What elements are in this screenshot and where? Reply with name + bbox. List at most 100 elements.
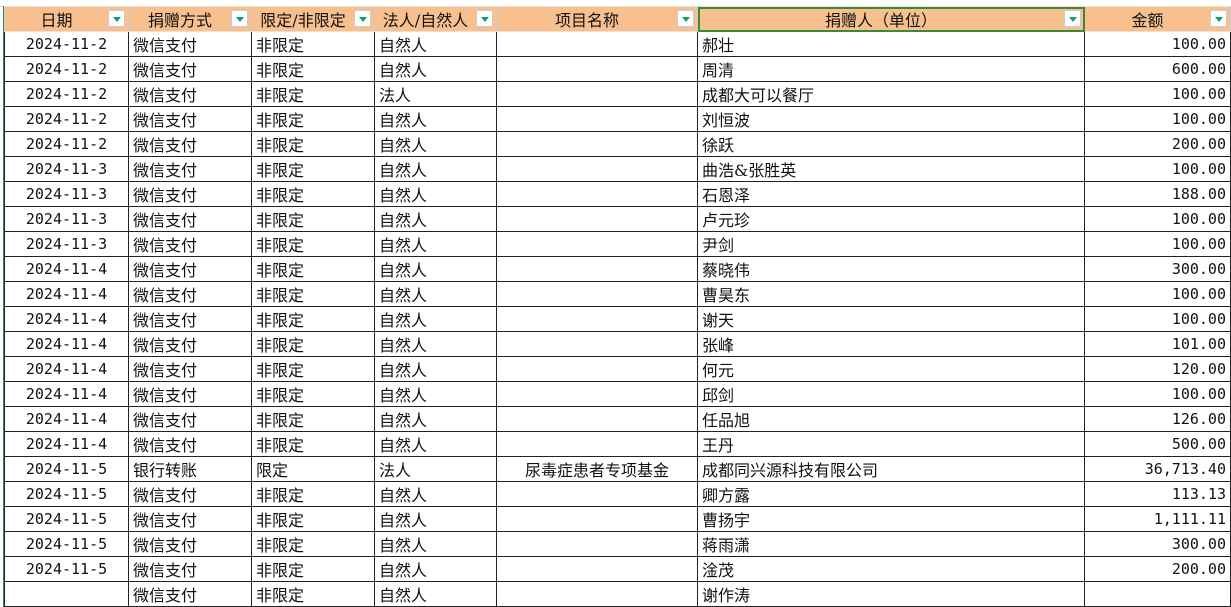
table-cell[interactable]: 谢天: [697, 306, 1085, 332]
table-cell[interactable]: 自然人: [374, 231, 497, 257]
table-cell[interactable]: 曹昊东: [697, 281, 1085, 307]
table-cell[interactable]: 2024-11-2: [4, 81, 129, 107]
table-cell[interactable]: 微信支付: [128, 231, 252, 257]
table-cell[interactable]: 非限定: [251, 306, 375, 332]
table-cell[interactable]: 微信支付: [128, 81, 252, 107]
table-cell[interactable]: [1084, 581, 1231, 607]
table-cell[interactable]: [496, 106, 698, 132]
table-cell[interactable]: 自然人: [374, 206, 497, 232]
table-cell[interactable]: 2024-11-3: [4, 206, 129, 232]
table-cell[interactable]: 微信支付: [128, 156, 252, 182]
table-cell[interactable]: 曲浩&张胜英: [697, 156, 1085, 182]
table-cell[interactable]: 成都同兴源科技有限公司: [697, 456, 1085, 482]
table-cell[interactable]: 自然人: [374, 331, 497, 357]
table-cell[interactable]: [496, 431, 698, 457]
table-cell[interactable]: 非限定: [251, 281, 375, 307]
table-cell[interactable]: 徐跃: [697, 131, 1085, 157]
column-header[interactable]: 捐赠方式: [128, 6, 252, 32]
table-cell[interactable]: 限定: [251, 456, 375, 482]
table-cell[interactable]: 微信支付: [128, 31, 252, 57]
table-cell[interactable]: 36,713.40: [1084, 456, 1231, 482]
table-cell[interactable]: 自然人: [374, 156, 497, 182]
table-cell[interactable]: 2024-11-3: [4, 181, 129, 207]
table-cell[interactable]: [496, 231, 698, 257]
table-cell[interactable]: [496, 256, 698, 282]
table-cell[interactable]: 2024-11-3: [4, 156, 129, 182]
table-cell[interactable]: 2024-11-5: [4, 556, 129, 582]
table-cell[interactable]: 非限定: [251, 81, 375, 107]
table-cell[interactable]: 非限定: [251, 56, 375, 82]
table-cell[interactable]: 100.00: [1084, 231, 1231, 257]
table-cell[interactable]: 2024-11-2: [4, 106, 129, 132]
table-cell[interactable]: 自然人: [374, 106, 497, 132]
table-cell[interactable]: 非限定: [251, 256, 375, 282]
table-cell[interactable]: 淦茂: [697, 556, 1085, 582]
table-cell[interactable]: 100.00: [1084, 106, 1231, 132]
column-header[interactable]: 项目名称: [496, 6, 698, 32]
table-cell[interactable]: 蒋雨潇: [697, 531, 1085, 557]
table-cell[interactable]: 2024-11-4: [4, 281, 129, 307]
table-cell[interactable]: 法人: [374, 81, 497, 107]
table-cell[interactable]: 2024-11-2: [4, 56, 129, 82]
table-cell[interactable]: 微信支付: [128, 556, 252, 582]
table-cell[interactable]: 2024-11-5: [4, 481, 129, 507]
table-cell[interactable]: 非限定: [251, 206, 375, 232]
table-cell[interactable]: 微信支付: [128, 331, 252, 357]
table-cell[interactable]: 100.00: [1084, 31, 1231, 57]
table-cell[interactable]: [496, 81, 698, 107]
table-cell[interactable]: 尿毒症患者专项基金: [496, 456, 698, 482]
table-cell[interactable]: 法人: [374, 456, 497, 482]
table-cell[interactable]: 非限定: [251, 506, 375, 532]
table-cell[interactable]: 100.00: [1084, 206, 1231, 232]
table-cell[interactable]: 邱剑: [697, 381, 1085, 407]
table-cell[interactable]: 尹剑: [697, 231, 1085, 257]
table-cell[interactable]: 120.00: [1084, 356, 1231, 382]
table-cell[interactable]: 成都大可以餐厅: [697, 81, 1085, 107]
table-cell[interactable]: 100.00: [1084, 381, 1231, 407]
table-cell[interactable]: 100.00: [1084, 156, 1231, 182]
column-header[interactable]: 日期: [4, 6, 129, 32]
table-cell[interactable]: 100.00: [1084, 281, 1231, 307]
table-cell[interactable]: 任品旭: [697, 406, 1085, 432]
table-cell[interactable]: 2024-11-4: [4, 381, 129, 407]
filter-dropdown-icon[interactable]: [1210, 10, 1227, 27]
table-cell[interactable]: 2024-11-4: [4, 331, 129, 357]
table-cell[interactable]: 2024-11-2: [4, 31, 129, 57]
table-cell[interactable]: 2024-11-5: [4, 531, 129, 557]
filter-dropdown-icon[interactable]: [677, 10, 694, 27]
table-cell[interactable]: 自然人: [374, 381, 497, 407]
column-header[interactable]: 法人/自然人: [374, 6, 497, 32]
table-cell[interactable]: 何元: [697, 356, 1085, 382]
table-cell[interactable]: 微信支付: [128, 106, 252, 132]
column-header[interactable]: 金额: [1084, 6, 1231, 32]
table-cell[interactable]: 自然人: [374, 31, 497, 57]
table-cell[interactable]: 自然人: [374, 131, 497, 157]
table-cell[interactable]: [496, 556, 698, 582]
table-cell[interactable]: 自然人: [374, 306, 497, 332]
table-cell[interactable]: [496, 181, 698, 207]
table-cell[interactable]: 非限定: [251, 481, 375, 507]
table-cell[interactable]: [496, 131, 698, 157]
table-cell[interactable]: 300.00: [1084, 256, 1231, 282]
table-cell[interactable]: 自然人: [374, 431, 497, 457]
table-cell[interactable]: 非限定: [251, 556, 375, 582]
table-cell[interactable]: 张峰: [697, 331, 1085, 357]
table-cell[interactable]: [4, 581, 129, 607]
filter-dropdown-icon[interactable]: [476, 10, 493, 27]
table-cell[interactable]: 非限定: [251, 181, 375, 207]
table-cell[interactable]: 卢元珍: [697, 206, 1085, 232]
column-header[interactable]: 限定/非限定: [251, 6, 375, 32]
table-cell[interactable]: 微信支付: [128, 206, 252, 232]
table-cell[interactable]: 2024-11-4: [4, 256, 129, 282]
table-cell[interactable]: 2024-11-5: [4, 456, 129, 482]
table-cell[interactable]: 微信支付: [128, 481, 252, 507]
table-cell[interactable]: 2024-11-4: [4, 406, 129, 432]
table-cell[interactable]: [496, 356, 698, 382]
table-cell[interactable]: 微信支付: [128, 406, 252, 432]
table-cell[interactable]: 600.00: [1084, 56, 1231, 82]
table-cell[interactable]: 微信支付: [128, 381, 252, 407]
table-cell[interactable]: 100.00: [1084, 81, 1231, 107]
table-cell[interactable]: 自然人: [374, 531, 497, 557]
table-cell[interactable]: [496, 381, 698, 407]
table-cell[interactable]: [496, 406, 698, 432]
